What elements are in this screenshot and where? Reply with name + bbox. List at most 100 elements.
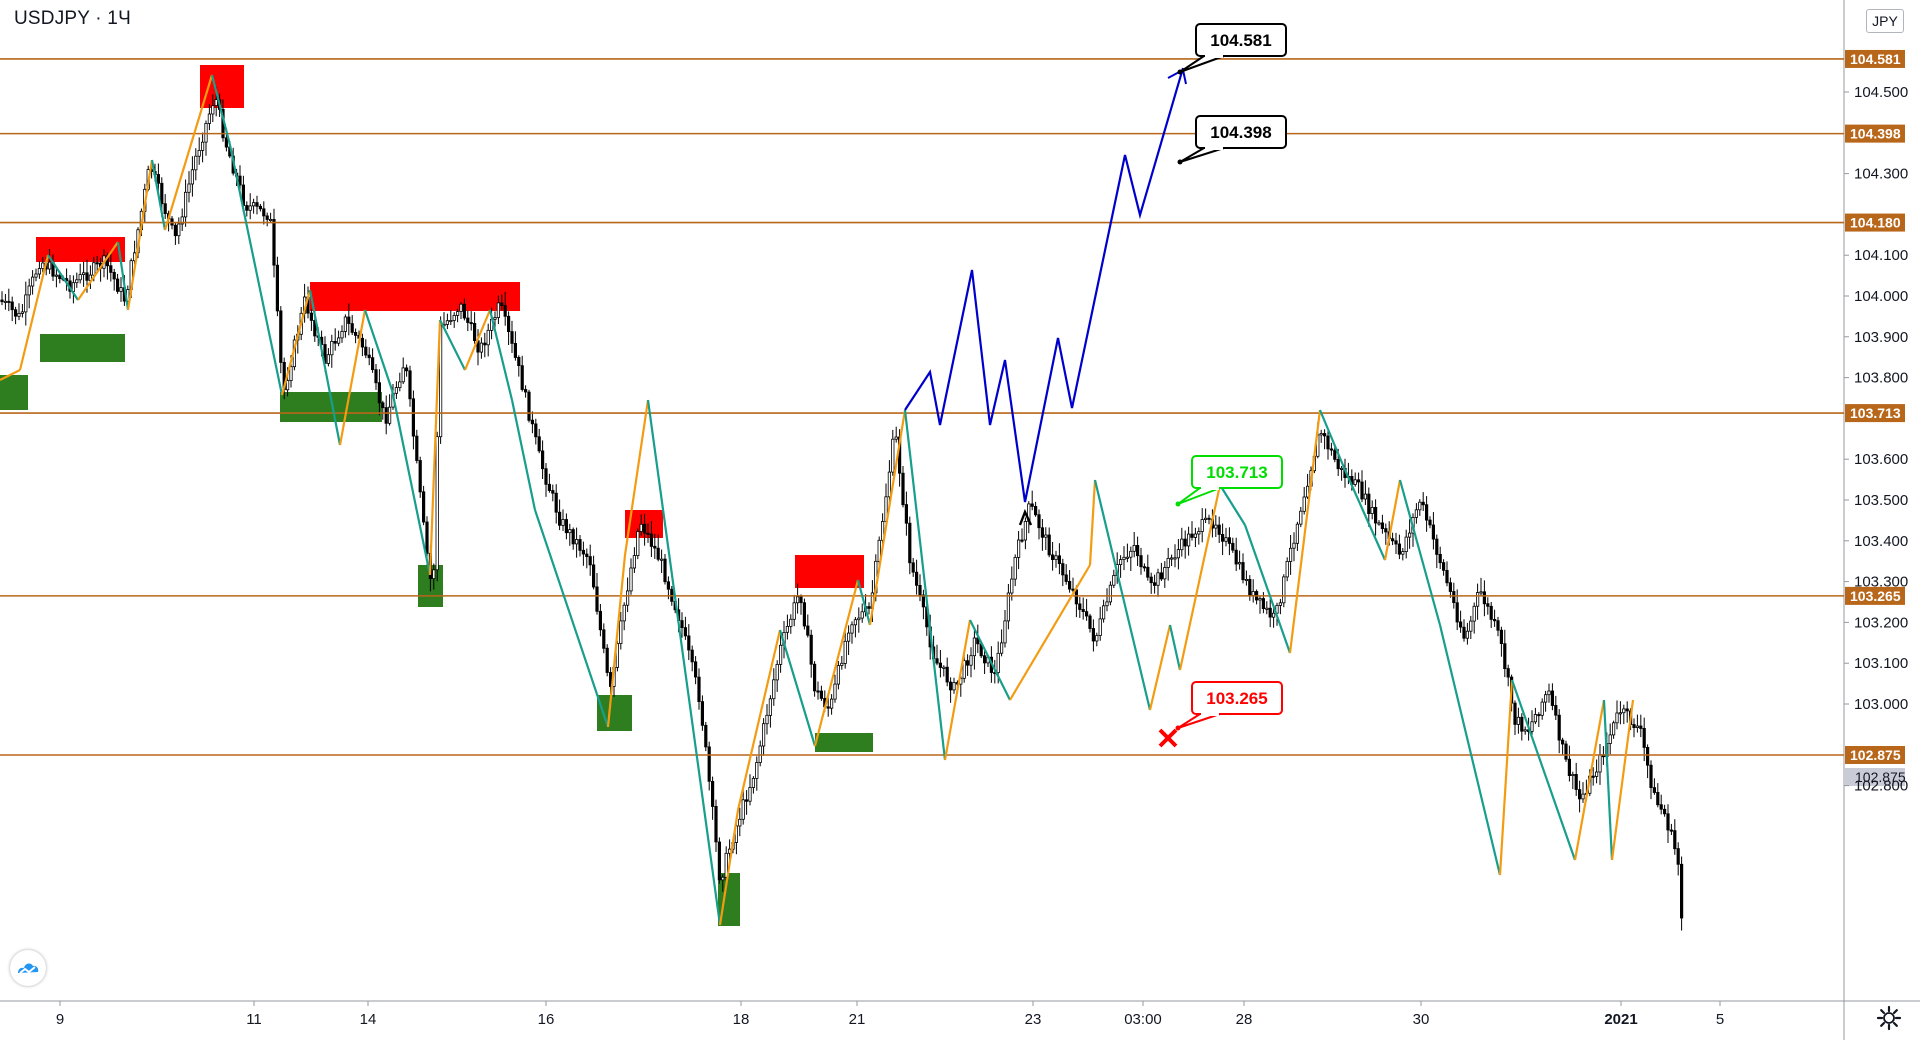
zigzag-segment	[1288, 409, 1322, 654]
candle-body	[697, 676, 701, 702]
callout-box	[1191, 681, 1283, 715]
price-tick-label: 103.600	[1854, 451, 1908, 468]
candle-body	[183, 191, 188, 218]
zigzag-segment	[533, 509, 610, 728]
candle-body	[1285, 561, 1289, 578]
candle-body	[949, 681, 953, 691]
callout-anchor-dot	[1177, 69, 1183, 75]
candle-body	[602, 629, 606, 649]
candle-body	[455, 311, 460, 316]
candle-body	[75, 279, 79, 284]
candle-body	[398, 381, 402, 388]
callout-box	[1191, 455, 1283, 489]
tradingview-logo[interactable]	[10, 950, 46, 986]
candle-body	[1054, 555, 1058, 560]
candle-body	[340, 330, 344, 339]
candle-body	[1207, 517, 1211, 520]
candle-body	[564, 519, 569, 534]
candle-body	[1445, 570, 1449, 584]
price-axis[interactable]: 104.500 104.300 104.100 104.000 103.900 103.8…	[1844, 84, 1908, 795]
price-tag: 104.180	[1845, 213, 1905, 232]
callout-pointer	[1179, 147, 1225, 163]
candle-body	[204, 123, 208, 143]
candle-body	[1486, 603, 1490, 607]
candle-body	[24, 294, 28, 313]
callout-joint	[1201, 712, 1219, 716]
candle-body	[1595, 771, 1599, 777]
candle-body	[1068, 581, 1072, 590]
time-tick-label: 2021	[1604, 1011, 1637, 1028]
candle-body	[666, 581, 671, 590]
candle-body	[13, 309, 18, 317]
demand-zone	[0, 375, 28, 410]
candle-body	[418, 460, 422, 493]
zigzag-segment	[0, 369, 21, 381]
candle-body	[911, 562, 915, 573]
candle-body	[768, 698, 773, 716]
price-tick-label: 103.800	[1854, 370, 1908, 387]
time-tick-label: 11	[246, 1011, 262, 1028]
candle-body	[530, 419, 535, 425]
candle-body	[214, 99, 218, 106]
candle-body	[571, 529, 575, 545]
candle-body	[1340, 467, 1344, 470]
candle-body	[962, 660, 966, 679]
candle-body	[830, 698, 834, 709]
price-tick-label: 104.100	[1854, 247, 1908, 264]
candle-body	[894, 436, 898, 440]
candle-body	[1459, 621, 1463, 628]
zigzag-segment	[77, 241, 119, 301]
candle-body	[1448, 582, 1452, 592]
gear-icon[interactable]	[1875, 1004, 1903, 1032]
candle-body	[1302, 496, 1306, 512]
candle-body	[724, 852, 728, 878]
price-callout-stop: 103.265	[1175, 681, 1283, 731]
candle-body	[1659, 804, 1663, 810]
candle-body	[789, 618, 793, 627]
candle-body	[1574, 774, 1578, 790]
candle-body	[1414, 509, 1418, 518]
candle-body	[1112, 575, 1116, 586]
candle-body	[0, 299, 4, 303]
zigzag-segment	[428, 319, 442, 576]
callout-label: 104.398	[1210, 123, 1271, 142]
candle-body	[1034, 505, 1038, 516]
zigzag-segment	[1383, 479, 1402, 561]
candle-body	[945, 666, 949, 683]
candle-body	[1122, 556, 1126, 560]
candles-layer	[0, 87, 1684, 931]
candle-body	[1040, 527, 1044, 538]
candle-body	[891, 438, 895, 473]
candle-body	[802, 602, 807, 627]
time-axis[interactable]: 9 11 14 16 18 21 23 03:00 28 30 2021 5	[56, 1001, 1724, 1028]
candle-body	[942, 666, 946, 669]
candle-body	[408, 370, 412, 400]
projection-layer	[904, 67, 1187, 526]
candle-body	[585, 553, 589, 557]
price-tick-label: 103.900	[1854, 329, 1908, 346]
currency-badge[interactable]: JPY	[1866, 9, 1904, 33]
candle-body	[85, 272, 89, 281]
candle-body	[503, 305, 507, 317]
projection-arrowhead	[1167, 68, 1187, 85]
candle-body	[27, 285, 31, 296]
candle-body	[690, 649, 694, 663]
candle-body	[30, 276, 35, 287]
candle-body	[554, 492, 558, 513]
callout-pointer	[1177, 487, 1221, 505]
candle-body	[1496, 620, 1500, 631]
candle-body	[1557, 714, 1561, 741]
candle-body	[326, 354, 331, 364]
candle-body	[1666, 813, 1670, 831]
candle-body	[843, 640, 847, 664]
candle-body	[853, 619, 858, 626]
candle-body	[1367, 493, 1371, 515]
zigzag-segment	[969, 619, 1011, 701]
candle-body	[1418, 501, 1422, 511]
candle-body	[1244, 579, 1248, 582]
candle-body	[421, 491, 426, 523]
zigzag-segment	[210, 74, 232, 146]
candle-body	[1472, 605, 1476, 622]
zigzag-segment	[606, 554, 627, 728]
